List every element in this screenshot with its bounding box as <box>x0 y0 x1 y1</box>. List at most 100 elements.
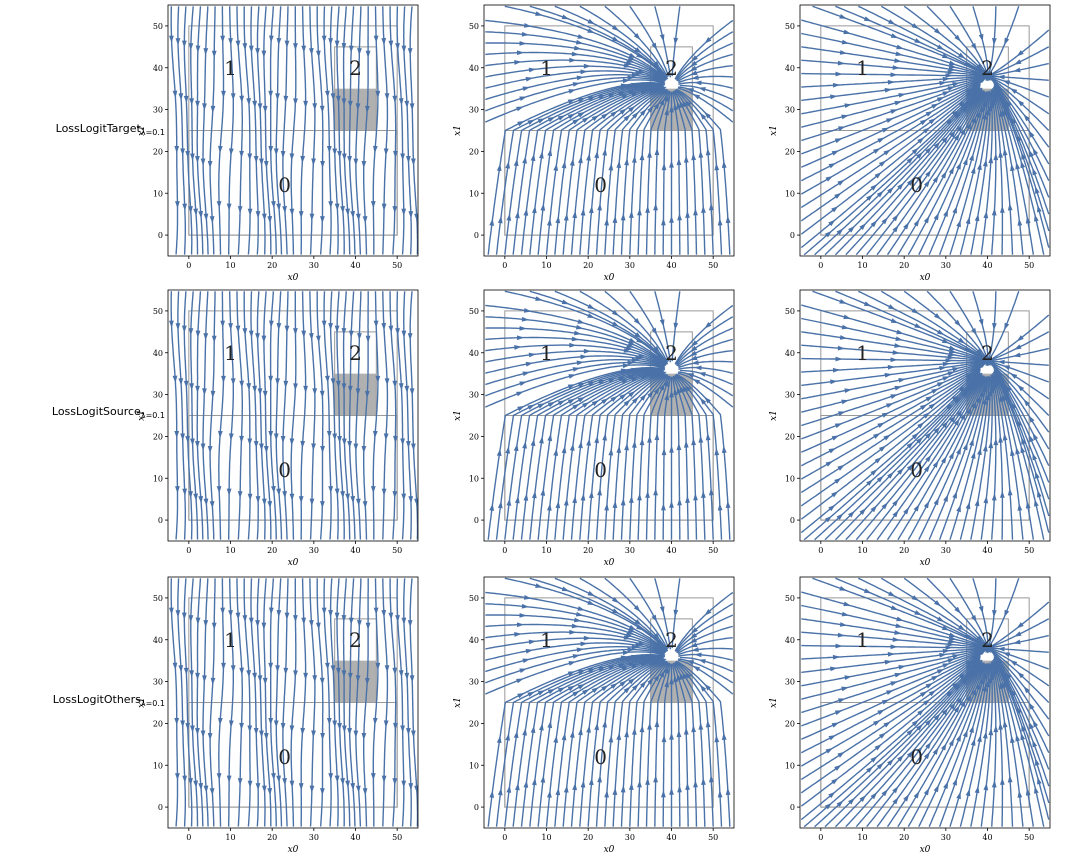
stream-arrow <box>169 35 174 43</box>
stream-arrow <box>982 159 988 167</box>
region-label-1: 1 <box>540 56 553 80</box>
stream-arrow <box>255 783 261 791</box>
stream-arrow <box>293 98 298 106</box>
stream-arrow <box>1016 706 1022 714</box>
stream-arrow <box>624 158 629 166</box>
stream-arrow <box>725 215 731 223</box>
streamline <box>485 65 666 82</box>
stream-arrow <box>220 35 226 43</box>
stream-arrow <box>226 488 232 496</box>
stream-arrow <box>334 488 340 496</box>
stream-arrow <box>881 699 890 705</box>
stream-arrow <box>400 153 406 161</box>
stream-arrow <box>335 667 341 676</box>
stream-arrow <box>347 385 353 394</box>
stream-arrow <box>622 78 631 84</box>
stream-arrow <box>334 40 340 48</box>
y-tick-label: 50 <box>785 22 795 31</box>
stream-arrow <box>952 654 960 659</box>
stream-arrow <box>693 493 698 501</box>
stream-arrow <box>496 735 502 744</box>
streamline <box>800 655 981 794</box>
stream-arrow <box>175 38 181 46</box>
stream-arrow <box>848 797 855 805</box>
stream-arrow <box>547 720 553 729</box>
stream-arrow <box>505 733 511 741</box>
stream-arrow <box>334 775 340 783</box>
stream-arrow <box>1009 373 1018 379</box>
streamline <box>529 577 668 652</box>
stream-arrow <box>690 345 698 352</box>
stream-arrow <box>181 40 187 48</box>
stream-arrow <box>188 43 194 51</box>
stream-arrow <box>598 379 606 385</box>
stream-arrow <box>267 501 273 509</box>
streamline <box>209 6 216 255</box>
stream-arrow <box>300 155 306 164</box>
stream-arrow <box>557 400 566 406</box>
stream-arrow <box>1032 147 1039 156</box>
x-tick-label: 0 <box>502 546 507 555</box>
stream-arrow <box>567 113 576 120</box>
stream-arrow <box>276 610 282 618</box>
x-tick-label: 50 <box>1024 833 1034 842</box>
stream-arrow <box>583 348 592 354</box>
streamline <box>803 659 981 828</box>
stream-arrow <box>689 642 698 648</box>
stream-arrow <box>211 622 217 630</box>
stream-arrow <box>890 605 899 611</box>
stream-arrow <box>392 380 398 388</box>
streamline <box>993 85 1050 232</box>
y-tick-label: 50 <box>153 22 163 31</box>
streamline <box>671 91 681 255</box>
stream-arrow <box>175 486 180 494</box>
stream-arrow <box>546 218 552 226</box>
stream-arrow <box>172 375 178 383</box>
stream-arrow <box>547 688 556 695</box>
stream-arrow <box>267 216 273 224</box>
region-label-1: 1 <box>856 341 869 365</box>
streamline <box>674 374 714 540</box>
stream-arrow <box>202 103 207 111</box>
stream-arrow <box>633 605 641 612</box>
stream-arrow <box>844 103 852 109</box>
stream-arrow <box>945 73 953 78</box>
stream-arrow <box>940 456 947 464</box>
stream-arrow <box>883 434 891 441</box>
stream-arrow <box>1028 702 1035 710</box>
y-tick-label: 30 <box>469 678 479 687</box>
stream-arrow <box>393 722 398 731</box>
stream-arrow <box>175 773 180 781</box>
streamline <box>637 662 669 827</box>
streamline <box>679 369 734 386</box>
stream-arrow <box>874 744 882 751</box>
stream-arrow <box>945 118 953 126</box>
stream-arrow <box>587 600 595 606</box>
stream-arrow <box>717 503 723 511</box>
stream-arrow <box>326 145 332 154</box>
x-tick-label: 40 <box>982 833 992 842</box>
streamline <box>629 5 670 77</box>
stream-arrow <box>631 155 637 163</box>
stream-arrow <box>228 720 234 728</box>
stream-arrow <box>831 722 840 728</box>
streamline <box>595 660 665 827</box>
stream-arrow <box>610 110 618 118</box>
streamline <box>662 663 672 827</box>
stream-arrow <box>961 390 968 398</box>
stream-arrow <box>190 153 195 161</box>
stream-arrow <box>832 82 841 88</box>
stream-arrow <box>284 325 290 333</box>
stream-arrow <box>691 437 697 446</box>
stream-arrow <box>841 324 850 330</box>
stream-arrow <box>1013 67 1021 73</box>
stream-arrow <box>664 679 670 688</box>
stream-arrow <box>235 612 241 620</box>
stream-arrow <box>633 33 641 40</box>
stream-arrow <box>353 158 359 166</box>
stream-arrow <box>717 218 723 226</box>
stream-arrow <box>991 208 997 216</box>
streamline <box>679 656 734 673</box>
stream-arrow <box>276 775 282 783</box>
